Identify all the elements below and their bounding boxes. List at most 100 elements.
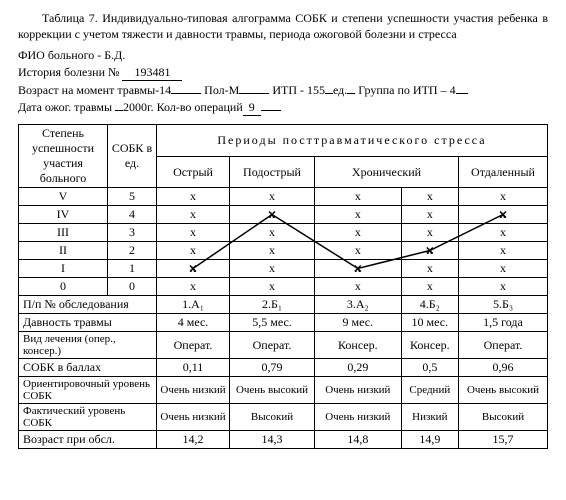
blank-2: [239, 93, 269, 94]
date-label: Дата ожог. травмы: [18, 100, 112, 114]
grid-cell: x: [157, 224, 230, 242]
ops-label: Кол-во операций: [157, 100, 243, 114]
ops-val: 9: [243, 100, 261, 116]
hdr-p2: Хронический: [315, 156, 459, 188]
hdr-uspeh: Степень успешности участия больного: [19, 125, 108, 188]
vozr-4: 15,7: [459, 431, 548, 449]
level-roman: II: [19, 242, 108, 260]
row-orient: Ориентировочный уровень СОБК Очень низки…: [19, 377, 548, 404]
grid-cell: x: [401, 188, 458, 206]
row-fakt: Фактический уровень СОБК Очень низкий Вы…: [19, 404, 548, 431]
group-label: Группа по ИТП – 4: [358, 83, 455, 97]
grid-cell: x: [401, 278, 458, 296]
level-num: 5: [108, 188, 157, 206]
blank-4: [347, 93, 355, 94]
orient-4: Очень высокий: [459, 377, 548, 404]
hdr-p1: Подострый: [230, 156, 315, 188]
grid-cell: x: [315, 242, 402, 260]
ball-1: 0,79: [230, 359, 315, 377]
level-roman: V: [19, 188, 108, 206]
vozr-3: 14,9: [401, 431, 458, 449]
hdr-sobk: СОБК в ед.: [108, 125, 157, 188]
history-number: 193481: [122, 65, 182, 81]
level-num: 0: [108, 278, 157, 296]
sex-label: Пол-М: [204, 83, 239, 97]
grid-cell: x: [459, 224, 548, 242]
grid-cell: x: [315, 278, 402, 296]
vid-1: Операт.: [230, 332, 315, 359]
orient-label: Ориентировочный уровень СОБК: [19, 377, 157, 404]
obs-3: 4.Б₂: [401, 296, 458, 314]
age-label: Возраст на момент травмы-14: [18, 83, 171, 97]
vid-0: Операт.: [157, 332, 230, 359]
dav-1: 5,5 мес.: [230, 314, 315, 332]
hdr-periods: Периоды посттравматического стресса: [157, 125, 548, 157]
fakt-1: Высокий: [230, 404, 315, 431]
main-table: Степень успешности участия больного СОБК…: [18, 124, 548, 449]
row-davnost: Давность травмы 4 мес. 5,5 мес. 9 мес. 1…: [19, 314, 548, 332]
grid-cell: x: [157, 206, 230, 224]
ball-label: СОБК в баллах: [19, 359, 157, 377]
meta-date-line: Дата ожог. травмы 2000г. Кол-во операций…: [18, 100, 548, 116]
vozr-label: Возраст при обсл.: [19, 431, 157, 449]
dav-2: 9 мес.: [315, 314, 402, 332]
meta-history: История болезни № 193481: [18, 65, 548, 81]
vozr-1: 14,3: [230, 431, 315, 449]
vozr-2: 14,8: [315, 431, 402, 449]
table-caption: Таблица 7. Индивидуально-типовая алгогра…: [18, 10, 548, 42]
fakt-label: Фактический уровень СОБК: [19, 404, 157, 431]
obs-0: 1.А₁: [157, 296, 230, 314]
dav-3: 10 мес.: [401, 314, 458, 332]
grid-cell: x: [230, 260, 315, 278]
grid-cell: x: [401, 224, 458, 242]
fakt-2: Очень низкий: [315, 404, 402, 431]
itp-unit: ед.: [333, 83, 347, 97]
row-vozr: Возраст при обсл. 14,2 14,3 14,8 14,9 15…: [19, 431, 548, 449]
grid-cell: x: [230, 242, 315, 260]
orient-0: Очень низкий: [157, 377, 230, 404]
grid-cell: x: [315, 206, 402, 224]
grid-cell: x: [459, 188, 548, 206]
vid-4: Операт.: [459, 332, 548, 359]
level-roman: IV: [19, 206, 108, 224]
grid-cell: x: [459, 242, 548, 260]
level-row: IV4xxxxx: [19, 206, 548, 224]
grid-cell: x: [230, 206, 315, 224]
grid-cell: x: [230, 188, 315, 206]
dav-4: 1,5 года: [459, 314, 548, 332]
level-num: 3: [108, 224, 157, 242]
level-num: 2: [108, 242, 157, 260]
obs-label: П/п № обследования: [19, 296, 157, 314]
vid-label: Вид лечения (опер., консер.): [19, 332, 157, 359]
hdr-p0: Острый: [157, 156, 230, 188]
grid-cell: x: [459, 206, 548, 224]
grid-cell: x: [230, 278, 315, 296]
fakt-0: Очень низкий: [157, 404, 230, 431]
ball-4: 0,96: [459, 359, 548, 377]
vid-3: Консер.: [401, 332, 458, 359]
grid-cell: x: [459, 278, 548, 296]
blank-5: [456, 93, 468, 94]
level-row: I1xxxxx: [19, 260, 548, 278]
dav-0: 4 мес.: [157, 314, 230, 332]
grid-body: V5xxxxxIV4xxxxxIII3xxxxxII2xxxxxI1xxxxx0…: [19, 188, 548, 296]
level-row: 00xxxxx: [19, 278, 548, 296]
grid-cell: x: [315, 188, 402, 206]
grid-cell: x: [157, 242, 230, 260]
meta-fio: ФИО больного - Б.Д.: [18, 48, 548, 63]
header-row-1: Степень успешности участия больного СОБК…: [19, 125, 548, 157]
level-row: II2xxxxx: [19, 242, 548, 260]
blank-1: [171, 93, 201, 94]
obs-4: 5.Б₃: [459, 296, 548, 314]
level-roman: I: [19, 260, 108, 278]
grid-cell: x: [459, 260, 548, 278]
vozr-0: 14,2: [157, 431, 230, 449]
blank-3: [325, 93, 333, 94]
ball-0: 0,11: [157, 359, 230, 377]
ball-2: 0,29: [315, 359, 402, 377]
table-wrap: Степень успешности участия больного СОБК…: [18, 124, 548, 449]
grid-cell: x: [315, 224, 402, 242]
level-num: 4: [108, 206, 157, 224]
level-roman: 0: [19, 278, 108, 296]
orient-3: Средний: [401, 377, 458, 404]
